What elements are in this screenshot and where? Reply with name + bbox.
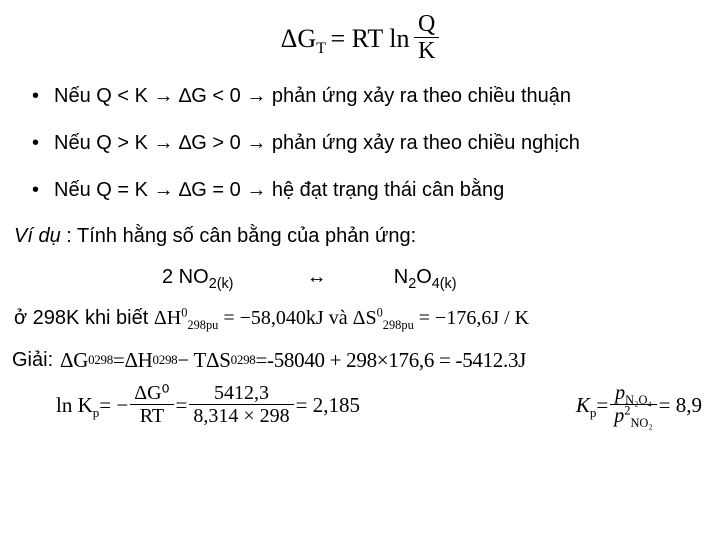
lnKp-frac2-den: 8,314 × 298 (189, 405, 293, 428)
solve-label: Giải: (12, 349, 60, 372)
equation-Kp: Kp = pN₂O₄ p2NO₂ = 8,9 (576, 383, 702, 428)
reaction-left: 2 NO2(k) (162, 266, 239, 288)
cond-dH-sym: ΔH (154, 307, 181, 329)
example-label: Ví dụ (14, 225, 61, 247)
lnKp-frac1-num: ΔG⁰ (130, 383, 173, 405)
condition-dH: ΔH0298pu = −58,040kJ và ΔS0298pu = −176,… (154, 307, 529, 329)
lnKp-frac1-den: RT (130, 405, 173, 428)
condition-prefix: ở 298K khi biết (14, 307, 154, 329)
bullet-list: Nếu Q < K → ∆G < 0 → phản ứng xảy ra the… (12, 84, 708, 203)
dG-rhs: -58040 + 298×176,6 = -5412.3J (267, 348, 526, 373)
lnKp-frac1: ΔG⁰ RT (130, 383, 173, 428)
eq-main-frac-num: Q (414, 12, 439, 38)
dH-piece: ΔH0298 (124, 348, 177, 373)
reaction-left-sub: 2(k) (209, 276, 234, 292)
eq-main-rt: = RT ln (330, 24, 409, 54)
reaction-right-O: O (416, 266, 432, 288)
dS-piece: ΔS0298 (206, 348, 255, 373)
eq-main-frac: Q K (414, 12, 439, 66)
Kp-num-p: p (615, 382, 625, 404)
condition-line: ở 298K khi biết ΔH0298pu = −58,040kJ và … (14, 307, 708, 330)
Kp-frac-den: p2NO₂ (610, 405, 656, 428)
dH-sym: ΔH (124, 348, 152, 373)
lnKp-frac2: 5412,3 8,314 × 298 (189, 383, 293, 428)
equation-deltaG-main: ΔGT = RT ln Q K (12, 12, 708, 66)
Kp-frac: pN₂O₄ p2NO₂ (610, 383, 656, 428)
Kp-frac-num: pN₂O₄ (610, 383, 656, 405)
reaction-right-sub1: 2 (408, 276, 416, 292)
reaction-equation: 2 NO2(k) ↔ N2O4(k) (12, 266, 708, 289)
cond-dS-sym: ΔS (353, 307, 377, 329)
dG-piece: ΔG0298 (60, 348, 113, 373)
eq-main-dG: ΔG (281, 24, 317, 53)
reaction-left-coeff: 2 NO (162, 266, 209, 288)
example-line: Ví dụ : Tính hằng số cân bằng của phản ứ… (14, 225, 708, 248)
lnKp-result: = 2,185 (296, 393, 360, 418)
reaction-right: N2O4(k) (394, 266, 457, 288)
lnKp-ln: ln Kp (56, 393, 99, 418)
dG-eq1: = (113, 348, 125, 373)
dS-sym: ΔS (206, 348, 231, 373)
cond-dH-rhs: = −58,040kJ và (218, 307, 352, 329)
cond-dH-sub: 298pu (187, 318, 218, 332)
lnKp-ln-text: ln K (56, 393, 93, 417)
Kp-K: Kp (576, 393, 597, 418)
reaction-right-N: N (394, 266, 408, 288)
dG-sym: ΔG (60, 348, 88, 373)
equation-lnKp: ln Kp = − ΔG⁰ RT = 5412,3 8,314 × 298 = … (56, 383, 360, 428)
reaction-right-sub2: 4(k) (432, 276, 457, 292)
cond-dS-rhs: = −176,6J / K (414, 307, 529, 329)
Kp-K-text: K (576, 393, 590, 417)
bullet-item: Nếu Q < K → ∆G < 0 → phản ứng xảy ra the… (54, 84, 708, 109)
eq-main-lhs: ΔGT (281, 24, 326, 54)
eq-main-sub: T (316, 40, 326, 57)
Kp-result: = 8,9 (659, 393, 702, 418)
dG-minus: − T (177, 348, 206, 373)
lnKp-eq: = − (99, 393, 128, 418)
lnKp-mid: = (176, 393, 188, 418)
solve-row-1: Giải: ΔG0298 = ΔH0298 − T ΔS0298 = -5804… (12, 348, 708, 373)
solve-row-2: ln Kp = − ΔG⁰ RT = 5412,3 8,314 × 298 = … (12, 383, 708, 428)
Kp-den-p: p (614, 405, 624, 427)
reaction-arrow: ↔ (307, 266, 327, 288)
bullet-item: Nếu Q > K → ∆G > 0 → phản ứng xảy ra the… (54, 131, 708, 156)
document-page: ΔGT = RT ln Q K Nếu Q < K → ∆G < 0 → phả… (0, 0, 720, 540)
eq-main-frac-den: K (414, 38, 439, 66)
dG-eq2: = (255, 348, 267, 373)
cond-dS-sub: 298pu (383, 318, 414, 332)
Kp-den-sub: NO₂ (630, 416, 652, 430)
lnKp-frac2-num: 5412,3 (189, 383, 293, 405)
Kp-eq: = (596, 393, 608, 418)
bullet-item: Nếu Q = K → ∆G = 0 → hệ đạt trạng thái c… (54, 178, 708, 203)
equation-deltaG-calc: ΔG0298 = ΔH0298 − T ΔS0298 = -58040 + 29… (60, 348, 526, 373)
example-text: : Tính hằng số cân bằng của phản ứng: (61, 225, 417, 247)
